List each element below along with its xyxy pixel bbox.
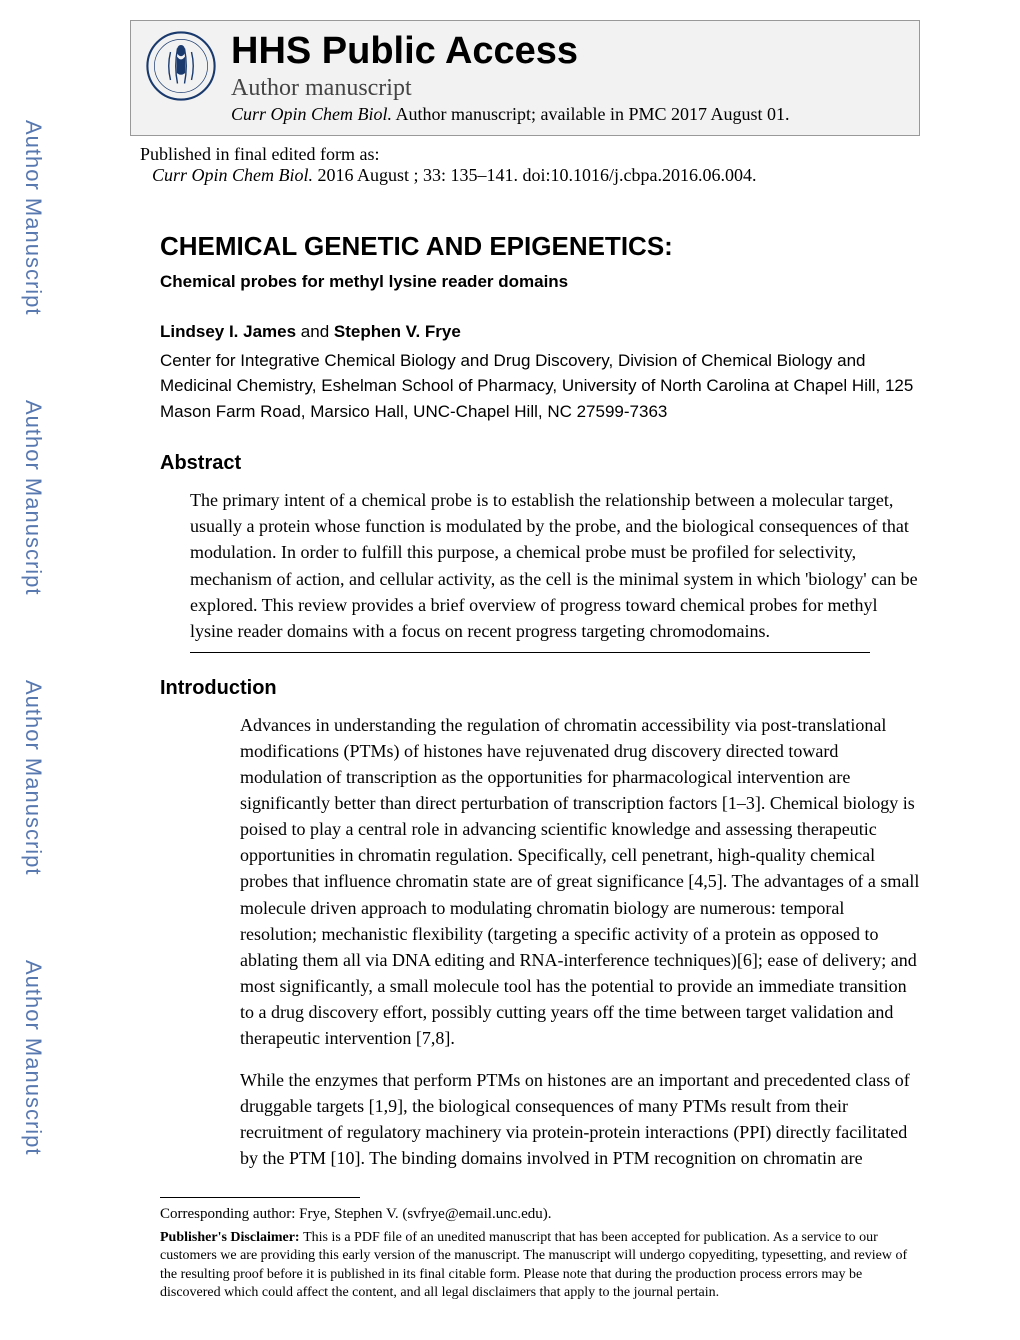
- pub-line2: Curr Opin Chem Biol. 2016 August ; 33: 1…: [152, 165, 920, 186]
- watermark-text: Author Manuscript: [20, 680, 46, 876]
- abstract-text: The primary intent of a chemical probe i…: [190, 487, 920, 644]
- corresponding-author: Corresponding author: Frye, Stephen V. (…: [160, 1206, 920, 1223]
- author-2: Stephen V. Frye: [334, 322, 461, 341]
- pub-line1: Published in final edited form as:: [140, 144, 920, 165]
- author-1: Lindsey I. James: [160, 322, 296, 341]
- watermark-text: Author Manuscript: [20, 400, 46, 596]
- author-and: and: [296, 322, 334, 341]
- abstract-heading: Abstract: [160, 452, 920, 475]
- article-title: CHEMICAL GENETIC AND EPIGENETICS:: [160, 231, 920, 262]
- section-divider: [190, 652, 870, 653]
- publication-info: Published in final edited form as: Curr …: [140, 144, 920, 186]
- affiliation: Center for Integrative Chemical Biology …: [160, 348, 920, 425]
- watermark-text: Author Manuscript: [20, 120, 46, 316]
- hhs-logo-icon: [146, 31, 216, 101]
- header-journal-name: Curr Opin Chem Biol.: [231, 104, 392, 124]
- watermark-text: Author Manuscript: [20, 960, 46, 1156]
- publisher-disclaimer: Publisher's Disclaimer: This is a PDF fi…: [160, 1229, 920, 1302]
- header-box: HHS Public Access Author manuscript Curr…: [130, 20, 920, 136]
- intro-para-2: While the enzymes that perform PTMs on h…: [240, 1067, 920, 1171]
- main-content: CHEMICAL GENETIC AND EPIGENETICS: Chemic…: [160, 231, 920, 644]
- header-text-block: HHS Public Access Author manuscript Curr…: [231, 31, 904, 125]
- header-journal-line: Curr Opin Chem Biol. Author manuscript; …: [231, 104, 904, 125]
- intro-section: Introduction Advances in understanding t…: [160, 677, 920, 1172]
- header-journal-suffix: Author manuscript; available in PMC 2017…: [392, 104, 789, 124]
- header-title: HHS Public Access: [231, 31, 904, 73]
- footer-divider: [160, 1197, 360, 1198]
- disclaimer-label: Publisher's Disclaimer:: [160, 1230, 303, 1245]
- authors-line: Lindsey I. James and Stephen V. Frye: [160, 322, 920, 342]
- pub-citation: 2016 August ; 33: 135–141. doi:10.1016/j…: [313, 165, 757, 185]
- header-subtitle: Author manuscript: [231, 75, 904, 102]
- article-subtitle: Chemical probes for methyl lysine reader…: [160, 272, 920, 292]
- introduction-heading: Introduction: [160, 677, 920, 700]
- intro-para-1: Advances in understanding the regulation…: [240, 712, 920, 1051]
- footer: Corresponding author: Frye, Stephen V. (…: [160, 1197, 920, 1302]
- pub-journal: Curr Opin Chem Biol.: [152, 165, 313, 185]
